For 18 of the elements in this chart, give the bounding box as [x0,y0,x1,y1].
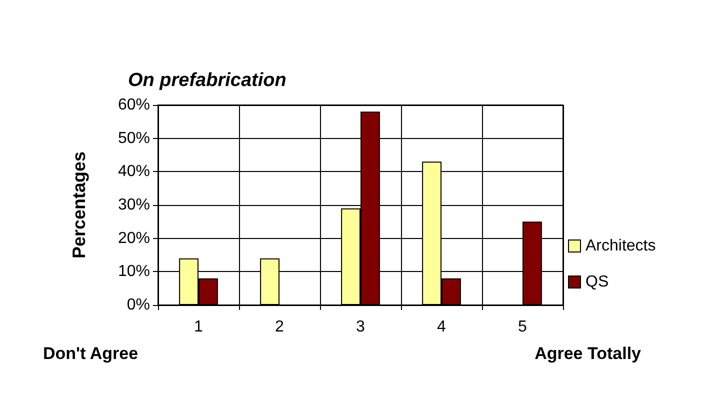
y-axis-title: Percentages [69,151,89,259]
x-tick-label: 4 [437,318,446,336]
y-tick-label: 30% [118,196,150,214]
y-tick-label: 40% [118,163,150,180]
text: Don't Agree [43,344,138,363]
x-tick-label: 1 [194,318,204,336]
legend-label: QS [586,274,609,290]
text: Agree Totally [534,344,642,363]
y-tick-label: 60% [118,96,150,114]
y-tick-label: 20% [118,230,150,247]
chart-title: On prefabrication [128,70,286,91]
y-tick-label: 0% [126,296,150,314]
x-tick-label: 3 [356,318,366,336]
y-tick-label: 10% [118,263,150,280]
x-tick-label: 5 [518,318,528,336]
legend-label: Architects [586,238,656,254]
x-tick-label: 2 [275,318,284,336]
y-tick-label: 50% [118,130,150,147]
